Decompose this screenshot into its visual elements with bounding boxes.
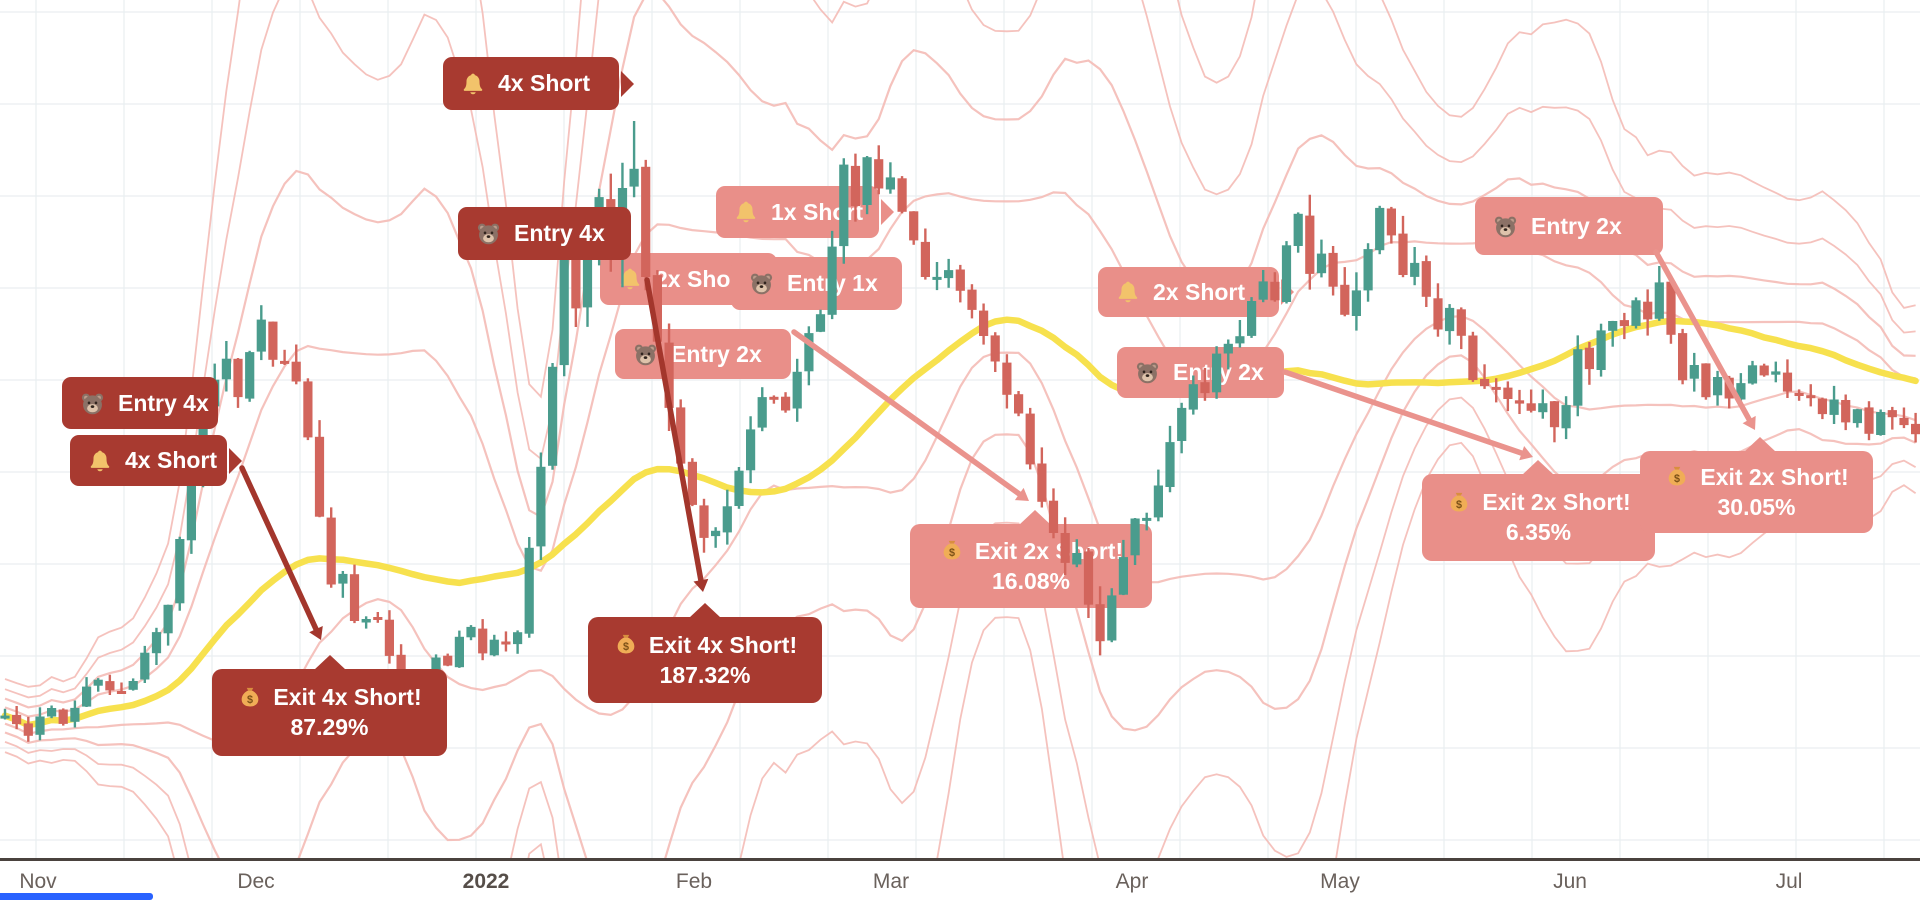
x-axis-label-mar: Mar — [872, 870, 910, 893]
svg-text:$: $ — [623, 641, 629, 653]
entry-4x-dec[interactable]: Entry 4x — [62, 377, 218, 429]
exit-4x-dec-value: 87.29% — [290, 714, 369, 740]
annotations-behind-candles: 2x Short 1x Short Entry 1x Entry 2x 2x Short… — [600, 186, 1873, 608]
bear-icon — [1492, 213, 1519, 240]
moneybag-icon: $ — [1446, 490, 1472, 516]
exit-2x-mar[interactable]: $ Exit 2x Short! 16.08% — [910, 510, 1152, 608]
trade-arrow-jul[interactable] — [1653, 249, 1756, 430]
exit-2x-mar-value: 16.08% — [991, 567, 1070, 594]
alert-4x-jan-pointer — [621, 70, 634, 97]
alert-4x-dec-pointer — [229, 447, 242, 474]
annotations-above-candles: Entry 4x 4x Short 4x Short Entry 4x $ Exit 4x… — [62, 57, 822, 756]
exit-4x-feb-value: 187.32% — [659, 661, 751, 688]
bell-icon — [87, 448, 113, 474]
exit-2x-mar-title-row: $ Exit 2x Short! — [939, 538, 1123, 565]
alert-4x-jan[interactable]: 4x Short — [443, 57, 634, 110]
alert-4x-dec[interactable]: 4x Short — [70, 435, 242, 486]
exit-4x-dec-title-row: $ Exit 4x Short! — [237, 684, 422, 711]
exit-2x-may[interactable]: $ Exit 2x Short! 6.35% — [1422, 460, 1655, 561]
moneybag-icon: $ — [1664, 464, 1690, 490]
x-axis-label-jun: Jun — [1553, 870, 1587, 893]
exit-2x-jul[interactable]: $ Exit 2x Short! 30.05% — [1640, 437, 1873, 533]
x-axis-label-jul: Jul — [1775, 870, 1803, 893]
moneybag-icon: $ — [613, 632, 639, 658]
exit-4x-dec-label: Exit 4x Short! — [273, 684, 422, 710]
alert-1x-feb-pointer — [881, 199, 894, 225]
exit-2x-may-label: Exit 2x Short! — [1482, 489, 1631, 515]
x-axis-label-nov: Nov — [19, 870, 57, 893]
alert-4x-dec-label: 4x Short — [125, 447, 218, 473]
entry-4x-jan-label: Entry 4x — [514, 220, 605, 246]
bear-icon — [748, 270, 775, 297]
bear-icon — [632, 341, 659, 368]
entry-2x-feb-label: Entry 2x — [671, 340, 762, 367]
exit-4x-feb-label: Exit 4x Short! — [648, 631, 798, 658]
x-axis-label-may: May — [1320, 870, 1360, 893]
moneybag-icon: $ — [939, 538, 965, 564]
x-axis-label-2022: 2022 — [462, 870, 510, 893]
bear-icon — [79, 390, 106, 417]
trade-arrow-dec[interactable] — [239, 465, 323, 640]
svg-text:$: $ — [247, 694, 253, 706]
x-axis-label-dec: Dec — [237, 870, 275, 893]
alert-4x-jan-label: 4x Short — [498, 70, 591, 96]
exit-4x-feb-pointer — [689, 603, 721, 618]
x-axis-label-feb: Feb — [675, 870, 713, 893]
exit-2x-mar-label: Exit 2x Short! — [974, 537, 1124, 564]
svg-text:$: $ — [1456, 499, 1462, 511]
entry-4x-jan[interactable]: Entry 4x — [458, 207, 631, 260]
x-axis[interactable]: Nov Dec 2022 Feb Mar Apr May Jun Jul — [0, 858, 1920, 900]
price-chart[interactable]: 2x Short 1x Short Entry 1x Entry 2x 2x Short… — [0, 0, 1920, 858]
exit-2x-mar-pointer — [1019, 510, 1051, 525]
exit-4x-feb[interactable]: $ Exit 4x Short! 187.32% — [588, 603, 822, 703]
trade-arrow-feb[interactable] — [644, 277, 709, 592]
alert-2x-apr-label: 2x Short — [1153, 278, 1246, 305]
exit-2x-jul-label: Exit 2x Short! — [1700, 463, 1849, 490]
entry-2x-jun[interactable]: Entry 2x — [1475, 197, 1663, 255]
bell-icon — [1115, 279, 1141, 305]
exit-2x-may-title-row: $ Exit 2x Short! — [1446, 489, 1631, 516]
exit-4x-dec-pointer — [314, 655, 346, 670]
bell-icon — [617, 266, 643, 292]
bear-icon — [1134, 359, 1161, 386]
x-axis-label-apr: Apr — [1115, 870, 1149, 893]
bell-icon — [460, 71, 486, 97]
moneybag-icon: $ — [237, 685, 263, 711]
entry-2x-feb[interactable]: Entry 2x — [615, 329, 791, 379]
exit-4x-dec[interactable]: $ Exit 4x Short! 87.29% — [212, 655, 447, 756]
bottom-blue-bar — [0, 893, 153, 900]
trade-arrows — [239, 249, 1756, 640]
trade-arrow-may[interactable] — [1282, 369, 1533, 461]
exit-2x-may-pointer — [1522, 460, 1554, 475]
exit-2x-may-value: 6.35% — [1505, 519, 1572, 545]
exit-2x-jul-title-row: $ Exit 2x Short! — [1664, 463, 1849, 491]
bear-icon — [475, 220, 502, 247]
trade-arrow-mar[interactable] — [791, 329, 1029, 501]
entry-2x-jun-label: Entry 2x — [1531, 212, 1622, 239]
exit-2x-jul-value: 30.05% — [1717, 493, 1796, 520]
exit-4x-feb-title-row: $ Exit 4x Short! — [613, 632, 797, 659]
svg-text:$: $ — [1674, 473, 1680, 485]
entry-4x-dec-label: Entry 4x — [118, 389, 209, 416]
svg-text:$: $ — [949, 547, 955, 559]
bell-icon — [733, 199, 759, 225]
exit-2x-jul-pointer — [1744, 437, 1776, 452]
